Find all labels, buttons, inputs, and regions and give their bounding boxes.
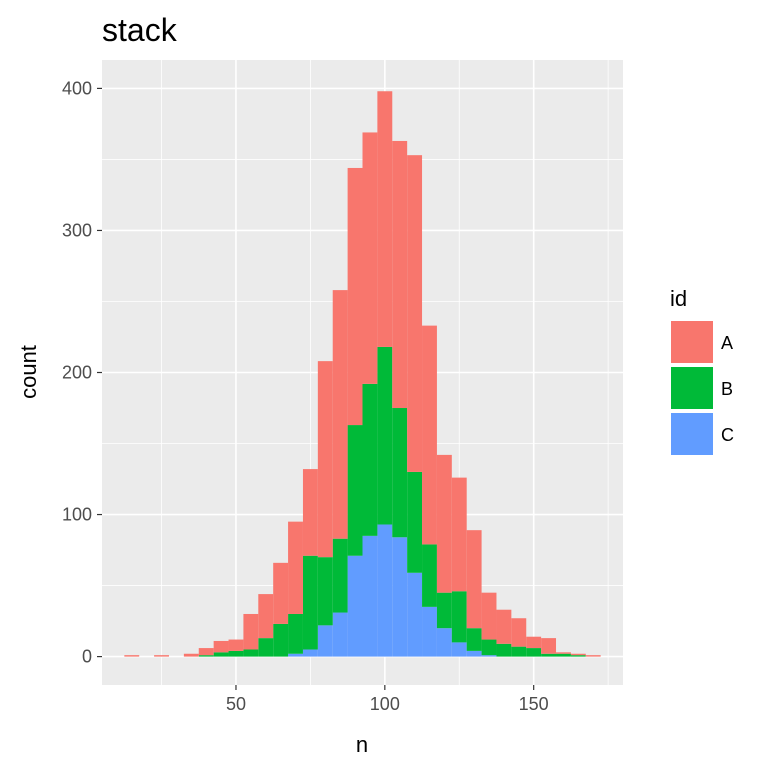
bar-b — [362, 383, 378, 536]
bar-c — [302, 649, 318, 657]
x-axis: 50 100 150 — [226, 685, 549, 714]
y-axis: 0 100 200 300 400 — [62, 78, 102, 667]
bar-b — [451, 591, 467, 643]
bar-a — [585, 655, 601, 657]
legend-label-c: C — [721, 425, 734, 445]
bar-b — [422, 544, 437, 607]
bar-a — [273, 562, 289, 624]
bar-b — [570, 655, 586, 657]
bar-a — [362, 132, 378, 384]
y-tick-label: 100 — [62, 505, 92, 525]
bar-c — [451, 642, 467, 657]
legend-key-c — [671, 413, 713, 455]
bar-a — [541, 638, 557, 654]
bar-a — [198, 648, 214, 656]
bar-c — [377, 524, 393, 657]
bar-c — [332, 612, 348, 657]
bar-a — [154, 655, 169, 657]
bar-c — [436, 628, 452, 657]
bar-c — [288, 653, 303, 657]
bar-a — [451, 477, 467, 592]
bar-b — [436, 592, 452, 629]
bar-b — [317, 557, 333, 626]
bar-b — [302, 555, 318, 650]
bar-a — [213, 640, 229, 653]
legend-title: id — [670, 286, 687, 311]
bar-a — [481, 592, 497, 640]
bar-b — [347, 425, 363, 556]
bar-a — [377, 91, 393, 347]
x-tick-label: 50 — [226, 694, 246, 714]
y-tick-label: 0 — [82, 647, 92, 667]
bar-c — [362, 535, 378, 657]
bar-b — [392, 408, 408, 538]
bar-a — [436, 454, 452, 593]
bar-c — [392, 537, 408, 657]
legend-key-b — [671, 367, 713, 409]
bar-a — [496, 609, 512, 644]
bar-a — [526, 636, 542, 649]
bar-c — [407, 572, 423, 657]
bar-b — [273, 623, 289, 657]
y-axis-title: count — [16, 345, 41, 399]
bar-a — [570, 653, 586, 656]
bar-b — [496, 643, 512, 657]
chart-title: stack — [102, 12, 178, 48]
bar-a — [407, 155, 423, 472]
legend-key-a — [671, 321, 713, 363]
bar-b — [407, 471, 423, 573]
bar-b — [228, 650, 244, 657]
bar-a — [422, 325, 437, 545]
legend-label-a: A — [721, 333, 733, 353]
bar-b — [243, 649, 259, 657]
x-axis-title: n — [356, 732, 368, 757]
bar-a — [258, 594, 274, 639]
bar-b — [198, 655, 214, 657]
bar-b — [481, 639, 497, 656]
bar-a — [511, 618, 527, 647]
bar-c — [466, 650, 482, 657]
bar-a — [317, 361, 333, 558]
y-tick-label: 200 — [62, 363, 92, 383]
y-tick-label: 300 — [62, 220, 92, 240]
bar-a — [124, 655, 140, 657]
histogram-bars — [124, 91, 601, 657]
bar-a — [392, 140, 408, 409]
x-tick-label: 150 — [519, 694, 549, 714]
bar-a — [228, 639, 244, 651]
bar-c — [347, 555, 363, 657]
bar-b — [466, 628, 482, 651]
bar-a — [332, 290, 348, 539]
legend-label-b: B — [721, 379, 733, 399]
bar-c — [481, 655, 497, 657]
bar-b — [511, 646, 527, 657]
bar-a — [556, 652, 571, 654]
bar-b — [541, 653, 557, 657]
bar-a — [347, 167, 363, 426]
bar-c — [422, 606, 437, 657]
bar-b — [288, 613, 303, 654]
bar-c — [317, 625, 333, 657]
x-tick-label: 100 — [370, 694, 400, 714]
bar-b — [332, 538, 348, 613]
bar-a — [243, 613, 259, 650]
bar-b — [377, 346, 393, 525]
bar-a — [183, 653, 199, 657]
bar-a — [466, 530, 482, 629]
bar-b — [526, 648, 542, 657]
bar-a — [302, 469, 318, 556]
legend: id A B C — [670, 286, 734, 455]
bar-b — [258, 638, 274, 657]
bar-a — [288, 521, 303, 614]
bar-b — [556, 653, 571, 657]
bar-b — [213, 652, 229, 657]
y-tick-label: 400 — [62, 78, 92, 98]
